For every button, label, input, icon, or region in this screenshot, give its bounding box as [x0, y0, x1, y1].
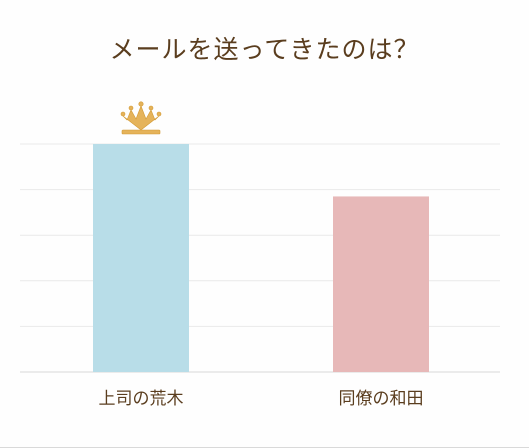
- x-tick-label: 上司の荒木: [98, 389, 184, 409]
- chart-title: メールを送ってきたのは？: [109, 35, 420, 64]
- bar: [93, 144, 189, 372]
- x-tick-label: 同僚の和田: [338, 389, 424, 409]
- bar: [333, 196, 429, 372]
- crown-icon: [120, 101, 162, 135]
- bars: [93, 144, 429, 372]
